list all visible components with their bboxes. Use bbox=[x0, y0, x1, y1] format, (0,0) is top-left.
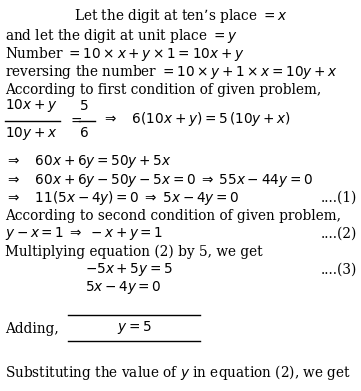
Text: $y = 5$: $y = 5$ bbox=[117, 319, 151, 337]
Text: $5x - 4y = 0$: $5x - 4y = 0$ bbox=[85, 278, 162, 296]
Text: $6$: $6$ bbox=[79, 126, 89, 140]
Text: ....(2): ....(2) bbox=[321, 227, 357, 241]
Text: $=$: $=$ bbox=[68, 113, 83, 127]
Text: $-5x + 5y = 5$: $-5x + 5y = 5$ bbox=[85, 262, 173, 278]
Text: Number $= 10 \times x + y \times 1 = 10x + y$: Number $= 10 \times x + y \times 1 = 10x… bbox=[5, 45, 244, 63]
Text: $\Rightarrow \quad 60x + 6y = 50y + 5x$: $\Rightarrow \quad 60x + 6y = 50y + 5x$ bbox=[5, 154, 171, 170]
Text: $\Rightarrow \quad 11(5x - 4y) = 0 \;\Rightarrow\; 5x - 4y = 0$: $\Rightarrow \quad 11(5x - 4y) = 0 \;\Ri… bbox=[5, 189, 239, 207]
Text: Substituting the value of $y$ in equation (2), we get: Substituting the value of $y$ in equatio… bbox=[5, 364, 351, 382]
Text: According to first condition of given problem,: According to first condition of given pr… bbox=[5, 83, 321, 97]
Text: Multiplying equation (2) by 5, we get: Multiplying equation (2) by 5, we get bbox=[5, 245, 262, 259]
Text: $y - x = 1 \;\Rightarrow\; -x + y = 1$: $y - x = 1 \;\Rightarrow\; -x + y = 1$ bbox=[5, 226, 164, 242]
Text: Let the digit at ten’s place $= x$: Let the digit at ten’s place $= x$ bbox=[74, 7, 288, 25]
Text: $\Rightarrow \quad 60x + 6y - 50y - 5x = 0 \;\Rightarrow\; 55x - 44y = 0$: $\Rightarrow \quad 60x + 6y - 50y - 5x =… bbox=[5, 172, 313, 188]
Text: $10y + x$: $10y + x$ bbox=[5, 124, 57, 142]
Text: Adding,: Adding, bbox=[5, 322, 59, 336]
Text: and let the digit at unit place $= y$: and let the digit at unit place $= y$ bbox=[5, 27, 238, 45]
Text: $5$: $5$ bbox=[79, 99, 88, 113]
Text: According to second condition of given problem,: According to second condition of given p… bbox=[5, 209, 341, 223]
Text: ....(1): ....(1) bbox=[321, 191, 357, 205]
Text: reversing the number $= 10 \times y + 1 \times x = 10y + x$: reversing the number $= 10 \times y + 1 … bbox=[5, 63, 338, 81]
Text: ....(3): ....(3) bbox=[321, 263, 357, 277]
Text: $\Rightarrow \quad 6(10x + y) = 5\,(10y + x)$: $\Rightarrow \quad 6(10x + y) = 5\,(10y … bbox=[102, 111, 291, 129]
Text: $10x + y$: $10x + y$ bbox=[5, 97, 57, 115]
